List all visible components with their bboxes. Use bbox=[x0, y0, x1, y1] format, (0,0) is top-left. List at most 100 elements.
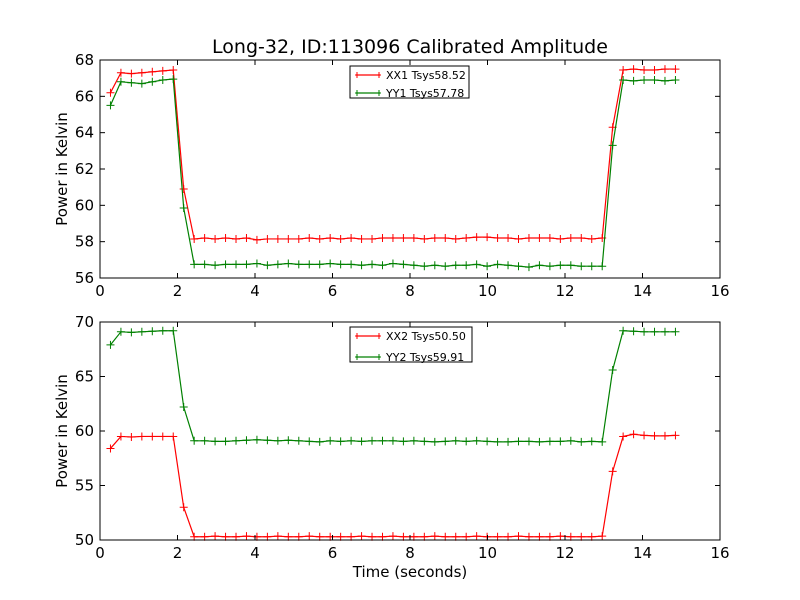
data-point-marker bbox=[650, 327, 659, 336]
data-point-marker bbox=[493, 260, 502, 269]
y-tick-label: 60 bbox=[75, 196, 94, 214]
data-point-marker bbox=[671, 327, 680, 336]
data-point-marker bbox=[420, 234, 429, 243]
data-point-marker bbox=[409, 532, 418, 541]
data-point-marker bbox=[357, 261, 366, 270]
data-point-marker bbox=[336, 437, 345, 446]
data-point-marker bbox=[441, 262, 450, 271]
data-point-marker bbox=[629, 430, 638, 439]
y-tick-label: 58 bbox=[75, 233, 94, 251]
data-point-marker bbox=[116, 68, 125, 77]
data-point-marker bbox=[169, 432, 178, 441]
x-tick-label: 16 bbox=[710, 544, 729, 562]
y-axis-label: Power in Kelvin bbox=[53, 374, 71, 488]
data-point-marker bbox=[284, 259, 293, 268]
data-point-marker bbox=[106, 88, 115, 97]
data-point-marker bbox=[451, 436, 460, 445]
data-point-marker bbox=[211, 261, 220, 270]
data-point-marker bbox=[388, 259, 397, 268]
data-point-marker bbox=[326, 234, 335, 243]
data-point-marker bbox=[106, 101, 115, 110]
data-point-marker bbox=[430, 234, 439, 243]
data-point-marker bbox=[294, 260, 303, 269]
y-tick-label: 62 bbox=[75, 160, 94, 178]
data-point-marker bbox=[650, 65, 659, 74]
data-point-marker bbox=[420, 262, 429, 271]
data-point-marker bbox=[179, 503, 188, 512]
data-point-marker bbox=[577, 262, 586, 271]
data-point-marker bbox=[116, 77, 125, 86]
data-point-marker bbox=[451, 532, 460, 541]
data-point-marker bbox=[190, 234, 199, 243]
data-point-marker bbox=[263, 234, 272, 243]
y-tick-label: 66 bbox=[75, 87, 94, 105]
data-point-marker bbox=[336, 260, 345, 269]
y-tick-label: 60 bbox=[75, 422, 94, 440]
y-tick-label: 68 bbox=[75, 51, 94, 69]
legend-marker bbox=[355, 354, 381, 360]
data-point-marker bbox=[221, 437, 230, 446]
data-point-marker bbox=[169, 65, 178, 74]
data-point-marker bbox=[535, 532, 544, 541]
data-point-marker bbox=[483, 233, 492, 242]
data-point-marker bbox=[640, 65, 649, 74]
y-tick-label: 70 bbox=[75, 313, 94, 331]
data-point-marker bbox=[504, 234, 513, 243]
data-point-marker bbox=[420, 532, 429, 541]
data-point-marker bbox=[137, 79, 146, 88]
data-point-marker bbox=[273, 234, 282, 243]
data-point-marker bbox=[158, 326, 167, 335]
data-point-marker bbox=[294, 532, 303, 541]
data-point-marker bbox=[388, 234, 397, 243]
data-point-marker bbox=[535, 261, 544, 270]
data-point-marker bbox=[347, 532, 356, 541]
data-point-marker bbox=[305, 437, 314, 446]
x-tick-label: 10 bbox=[478, 544, 497, 562]
x-tick-label: 14 bbox=[633, 544, 652, 562]
data-point-marker bbox=[242, 532, 251, 541]
data-point-marker bbox=[200, 532, 209, 541]
legend-box bbox=[349, 326, 473, 363]
data-point-marker bbox=[671, 431, 680, 440]
data-point-marker bbox=[524, 437, 533, 446]
legend-marker bbox=[355, 90, 381, 96]
data-point-marker bbox=[462, 437, 471, 446]
data-point-marker bbox=[514, 437, 523, 446]
data-point-marker bbox=[587, 437, 596, 446]
data-point-marker bbox=[326, 259, 335, 268]
data-point-marker bbox=[148, 432, 157, 441]
data-point-marker bbox=[357, 234, 366, 243]
data-point-marker bbox=[650, 75, 659, 84]
x-tick-label: 16 bbox=[710, 282, 729, 300]
data-point-marker bbox=[263, 532, 272, 541]
data-point-marker bbox=[493, 532, 502, 541]
data-point-marker bbox=[577, 532, 586, 541]
data-point-marker bbox=[273, 260, 282, 269]
data-point-marker bbox=[388, 532, 397, 541]
data-point-marker bbox=[232, 260, 241, 269]
data-point-marker bbox=[524, 532, 533, 541]
data-point-marker bbox=[221, 532, 230, 541]
data-point-marker bbox=[148, 67, 157, 76]
y-axis-label: Power in Kelvin bbox=[53, 112, 71, 226]
data-point-marker bbox=[472, 260, 481, 269]
data-point-marker bbox=[514, 262, 523, 271]
data-point-marker bbox=[232, 234, 241, 243]
data-point-marker bbox=[252, 235, 261, 244]
data-point-marker bbox=[640, 327, 649, 336]
data-point-marker bbox=[504, 437, 513, 446]
data-point-marker bbox=[294, 436, 303, 445]
data-point-marker bbox=[357, 532, 366, 541]
data-point-marker bbox=[294, 234, 303, 243]
data-point-marker bbox=[483, 262, 492, 271]
data-point-marker bbox=[556, 261, 565, 270]
data-point-marker bbox=[315, 532, 324, 541]
data-point-marker bbox=[514, 532, 523, 541]
data-point-marker bbox=[232, 436, 241, 445]
data-point-marker bbox=[472, 436, 481, 445]
data-point-marker bbox=[116, 432, 125, 441]
data-point-marker bbox=[127, 328, 136, 337]
data-point-marker bbox=[640, 75, 649, 84]
data-point-marker bbox=[127, 432, 136, 441]
data-point-marker bbox=[619, 65, 628, 74]
